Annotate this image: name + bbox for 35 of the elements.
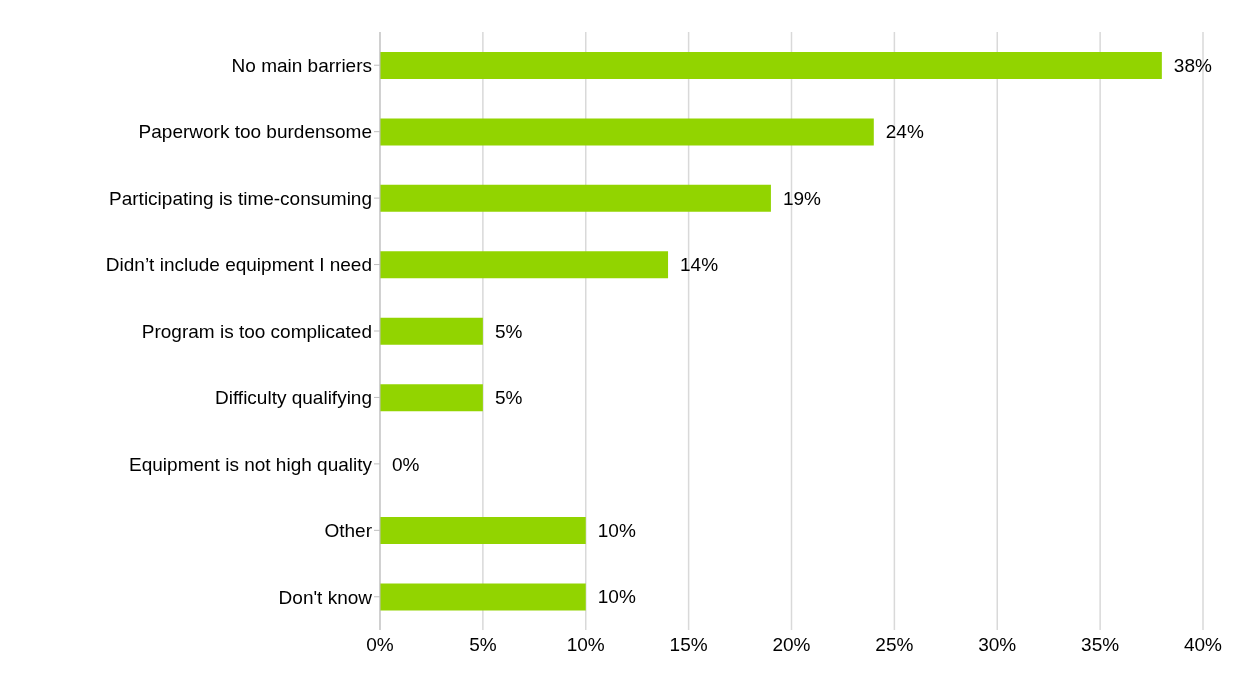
y-tick-label: Don't know: [278, 586, 373, 608]
x-tick-label: 20%: [772, 634, 811, 656]
bar: [380, 517, 586, 545]
bar: [380, 184, 771, 212]
bar: [380, 251, 669, 279]
bar: [380, 51, 1162, 79]
y-tick-label: No main barriers: [231, 54, 372, 76]
y-tick-label: Other: [324, 520, 373, 542]
x-tick-label: 5%: [469, 634, 497, 656]
x-tick-label: 25%: [875, 634, 914, 656]
data-label: 19%: [782, 187, 822, 209]
x-tick-label: 10%: [566, 634, 605, 656]
x-tick-label: 35%: [1081, 634, 1120, 656]
data-label: 24%: [885, 121, 924, 143]
data-label: 38%: [1173, 54, 1212, 76]
data-label: 5%: [494, 387, 523, 409]
bar: [380, 118, 874, 146]
x-tick-label: 15%: [669, 634, 708, 656]
y-tick-label: Paperwork too burdensome: [138, 121, 372, 143]
x-tick-label: 0%: [366, 634, 394, 656]
data-label: 14%: [680, 254, 719, 276]
data-label: 10%: [597, 586, 636, 608]
x-tick-label: 30%: [978, 634, 1017, 656]
y-tick-label: Didn’t include equipment I need: [105, 254, 372, 276]
data-label: 5%: [494, 320, 523, 342]
y-tick-label: Equipment is not high quality: [129, 453, 373, 475]
data-label: 10%: [597, 519, 636, 541]
bar: [380, 583, 586, 611]
bar: [380, 317, 483, 345]
y-tick-label: Difficulty qualifying: [214, 387, 372, 409]
data-label: 0%: [392, 453, 420, 475]
x-tick-label: 40%: [1183, 634, 1223, 656]
bar: [380, 384, 483, 412]
y-tick-label: Participating is time-consuming: [109, 187, 372, 209]
y-tick-label: Program is too complicated: [141, 320, 372, 342]
